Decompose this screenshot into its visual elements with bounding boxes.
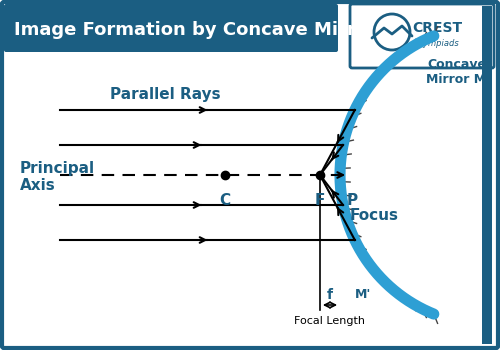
Text: P: P (346, 193, 358, 208)
Text: CREST: CREST (412, 21, 462, 35)
Text: Olympiads: Olympiads (414, 40, 460, 49)
FancyBboxPatch shape (4, 4, 338, 52)
FancyBboxPatch shape (350, 4, 494, 68)
Text: Image Formation by Concave Mirror: Image Formation by Concave Mirror (14, 21, 377, 39)
Text: F: F (315, 193, 325, 208)
Text: Axis: Axis (20, 177, 56, 192)
Text: f: f (327, 288, 333, 302)
Text: Principal: Principal (20, 161, 95, 175)
Text: Focus: Focus (350, 208, 399, 223)
Text: Focal Length: Focal Length (294, 316, 366, 326)
Text: Parallel Rays: Parallel Rays (110, 88, 220, 103)
Text: C: C (220, 193, 230, 208)
FancyBboxPatch shape (482, 6, 492, 344)
Text: Concave
Mirror M: Concave Mirror M (426, 58, 486, 86)
Text: M': M' (355, 288, 372, 301)
